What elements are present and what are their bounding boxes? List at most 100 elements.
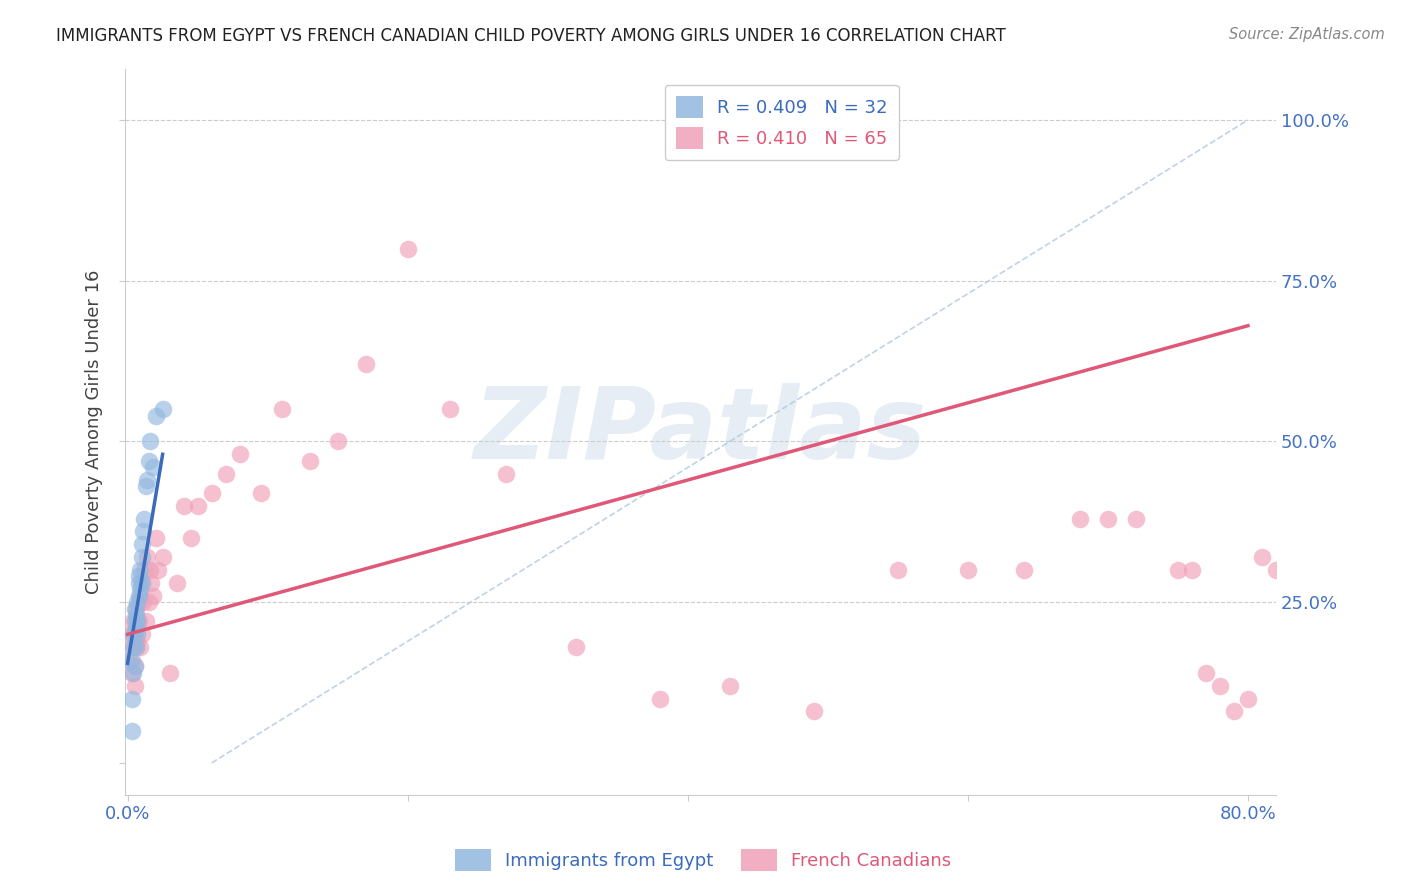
Point bbox=[152, 402, 174, 417]
Point bbox=[565, 640, 588, 655]
Point bbox=[187, 499, 209, 513]
Point bbox=[396, 242, 419, 256]
Point bbox=[125, 608, 148, 623]
Point bbox=[129, 582, 152, 597]
Point bbox=[121, 691, 143, 706]
Point bbox=[122, 640, 145, 655]
Text: IMMIGRANTS FROM EGYPT VS FRENCH CANADIAN CHILD POVERTY AMONG GIRLS UNDER 16 CORR: IMMIGRANTS FROM EGYPT VS FRENCH CANADIAN… bbox=[56, 27, 1005, 45]
Legend: R = 0.409   N = 32, R = 0.410   N = 65: R = 0.409 N = 32, R = 0.410 N = 65 bbox=[665, 85, 898, 160]
Point bbox=[1097, 511, 1119, 525]
Point bbox=[142, 460, 165, 475]
Point bbox=[122, 615, 145, 629]
Point bbox=[803, 705, 825, 719]
Point bbox=[648, 691, 671, 706]
Point bbox=[1181, 563, 1204, 577]
Point bbox=[139, 434, 162, 449]
Point bbox=[124, 601, 146, 615]
Point bbox=[128, 589, 150, 603]
Point bbox=[1237, 691, 1260, 706]
Point bbox=[228, 447, 250, 461]
Point bbox=[124, 659, 146, 673]
Point bbox=[139, 563, 162, 577]
Point bbox=[138, 454, 160, 468]
Point bbox=[128, 595, 150, 609]
Point bbox=[148, 563, 170, 577]
Point bbox=[134, 511, 156, 525]
Point bbox=[125, 640, 148, 655]
Point bbox=[1223, 705, 1246, 719]
Point bbox=[354, 357, 377, 371]
Legend: Immigrants from Egypt, French Canadians: Immigrants from Egypt, French Canadians bbox=[447, 842, 959, 879]
Point bbox=[145, 531, 167, 545]
Point bbox=[1292, 318, 1315, 333]
Point bbox=[1251, 550, 1274, 565]
Point bbox=[166, 575, 188, 590]
Point bbox=[122, 640, 145, 655]
Point bbox=[128, 615, 150, 629]
Point bbox=[249, 486, 271, 500]
Point bbox=[125, 621, 148, 635]
Point bbox=[129, 589, 152, 603]
Point bbox=[124, 679, 146, 693]
Point bbox=[120, 653, 142, 667]
Point bbox=[122, 627, 145, 641]
Point bbox=[135, 479, 157, 493]
Point bbox=[159, 665, 181, 680]
Point bbox=[141, 575, 163, 590]
Point bbox=[270, 402, 292, 417]
Point bbox=[887, 563, 910, 577]
Point bbox=[956, 563, 979, 577]
Point bbox=[131, 627, 153, 641]
Point bbox=[145, 409, 167, 423]
Point bbox=[1125, 511, 1147, 525]
Point bbox=[180, 531, 202, 545]
Point bbox=[128, 575, 150, 590]
Point bbox=[439, 402, 461, 417]
Point bbox=[129, 640, 152, 655]
Point bbox=[131, 575, 153, 590]
Point bbox=[1278, 563, 1301, 577]
Text: Source: ZipAtlas.com: Source: ZipAtlas.com bbox=[1229, 27, 1385, 42]
Point bbox=[495, 467, 517, 481]
Point bbox=[1012, 563, 1035, 577]
Point bbox=[152, 550, 174, 565]
Point bbox=[127, 627, 149, 641]
Point bbox=[121, 723, 143, 738]
Point bbox=[298, 454, 321, 468]
Point bbox=[127, 633, 149, 648]
Point bbox=[124, 627, 146, 641]
Point bbox=[131, 537, 153, 551]
Point bbox=[124, 615, 146, 629]
Point bbox=[132, 524, 155, 539]
Point bbox=[135, 615, 157, 629]
Point bbox=[134, 563, 156, 577]
Point bbox=[121, 653, 143, 667]
Point bbox=[136, 473, 159, 487]
Point bbox=[122, 665, 145, 680]
Point bbox=[127, 595, 149, 609]
Point bbox=[201, 486, 224, 500]
Point bbox=[124, 659, 146, 673]
Point bbox=[128, 569, 150, 583]
Point bbox=[131, 550, 153, 565]
Point bbox=[125, 640, 148, 655]
Point bbox=[121, 665, 143, 680]
Point bbox=[142, 589, 165, 603]
Point bbox=[127, 615, 149, 629]
Point bbox=[129, 563, 152, 577]
Point bbox=[1195, 665, 1218, 680]
Y-axis label: Child Poverty Among Girls Under 16: Child Poverty Among Girls Under 16 bbox=[86, 269, 103, 594]
Point bbox=[1265, 563, 1288, 577]
Text: ZIPatlas: ZIPatlas bbox=[474, 384, 927, 480]
Point bbox=[138, 595, 160, 609]
Point bbox=[120, 627, 142, 641]
Point bbox=[131, 575, 153, 590]
Point bbox=[173, 499, 195, 513]
Point bbox=[1167, 563, 1189, 577]
Point bbox=[127, 615, 149, 629]
Point bbox=[132, 595, 155, 609]
Point bbox=[326, 434, 349, 449]
Point bbox=[214, 467, 236, 481]
Point bbox=[125, 601, 148, 615]
Point bbox=[718, 679, 741, 693]
